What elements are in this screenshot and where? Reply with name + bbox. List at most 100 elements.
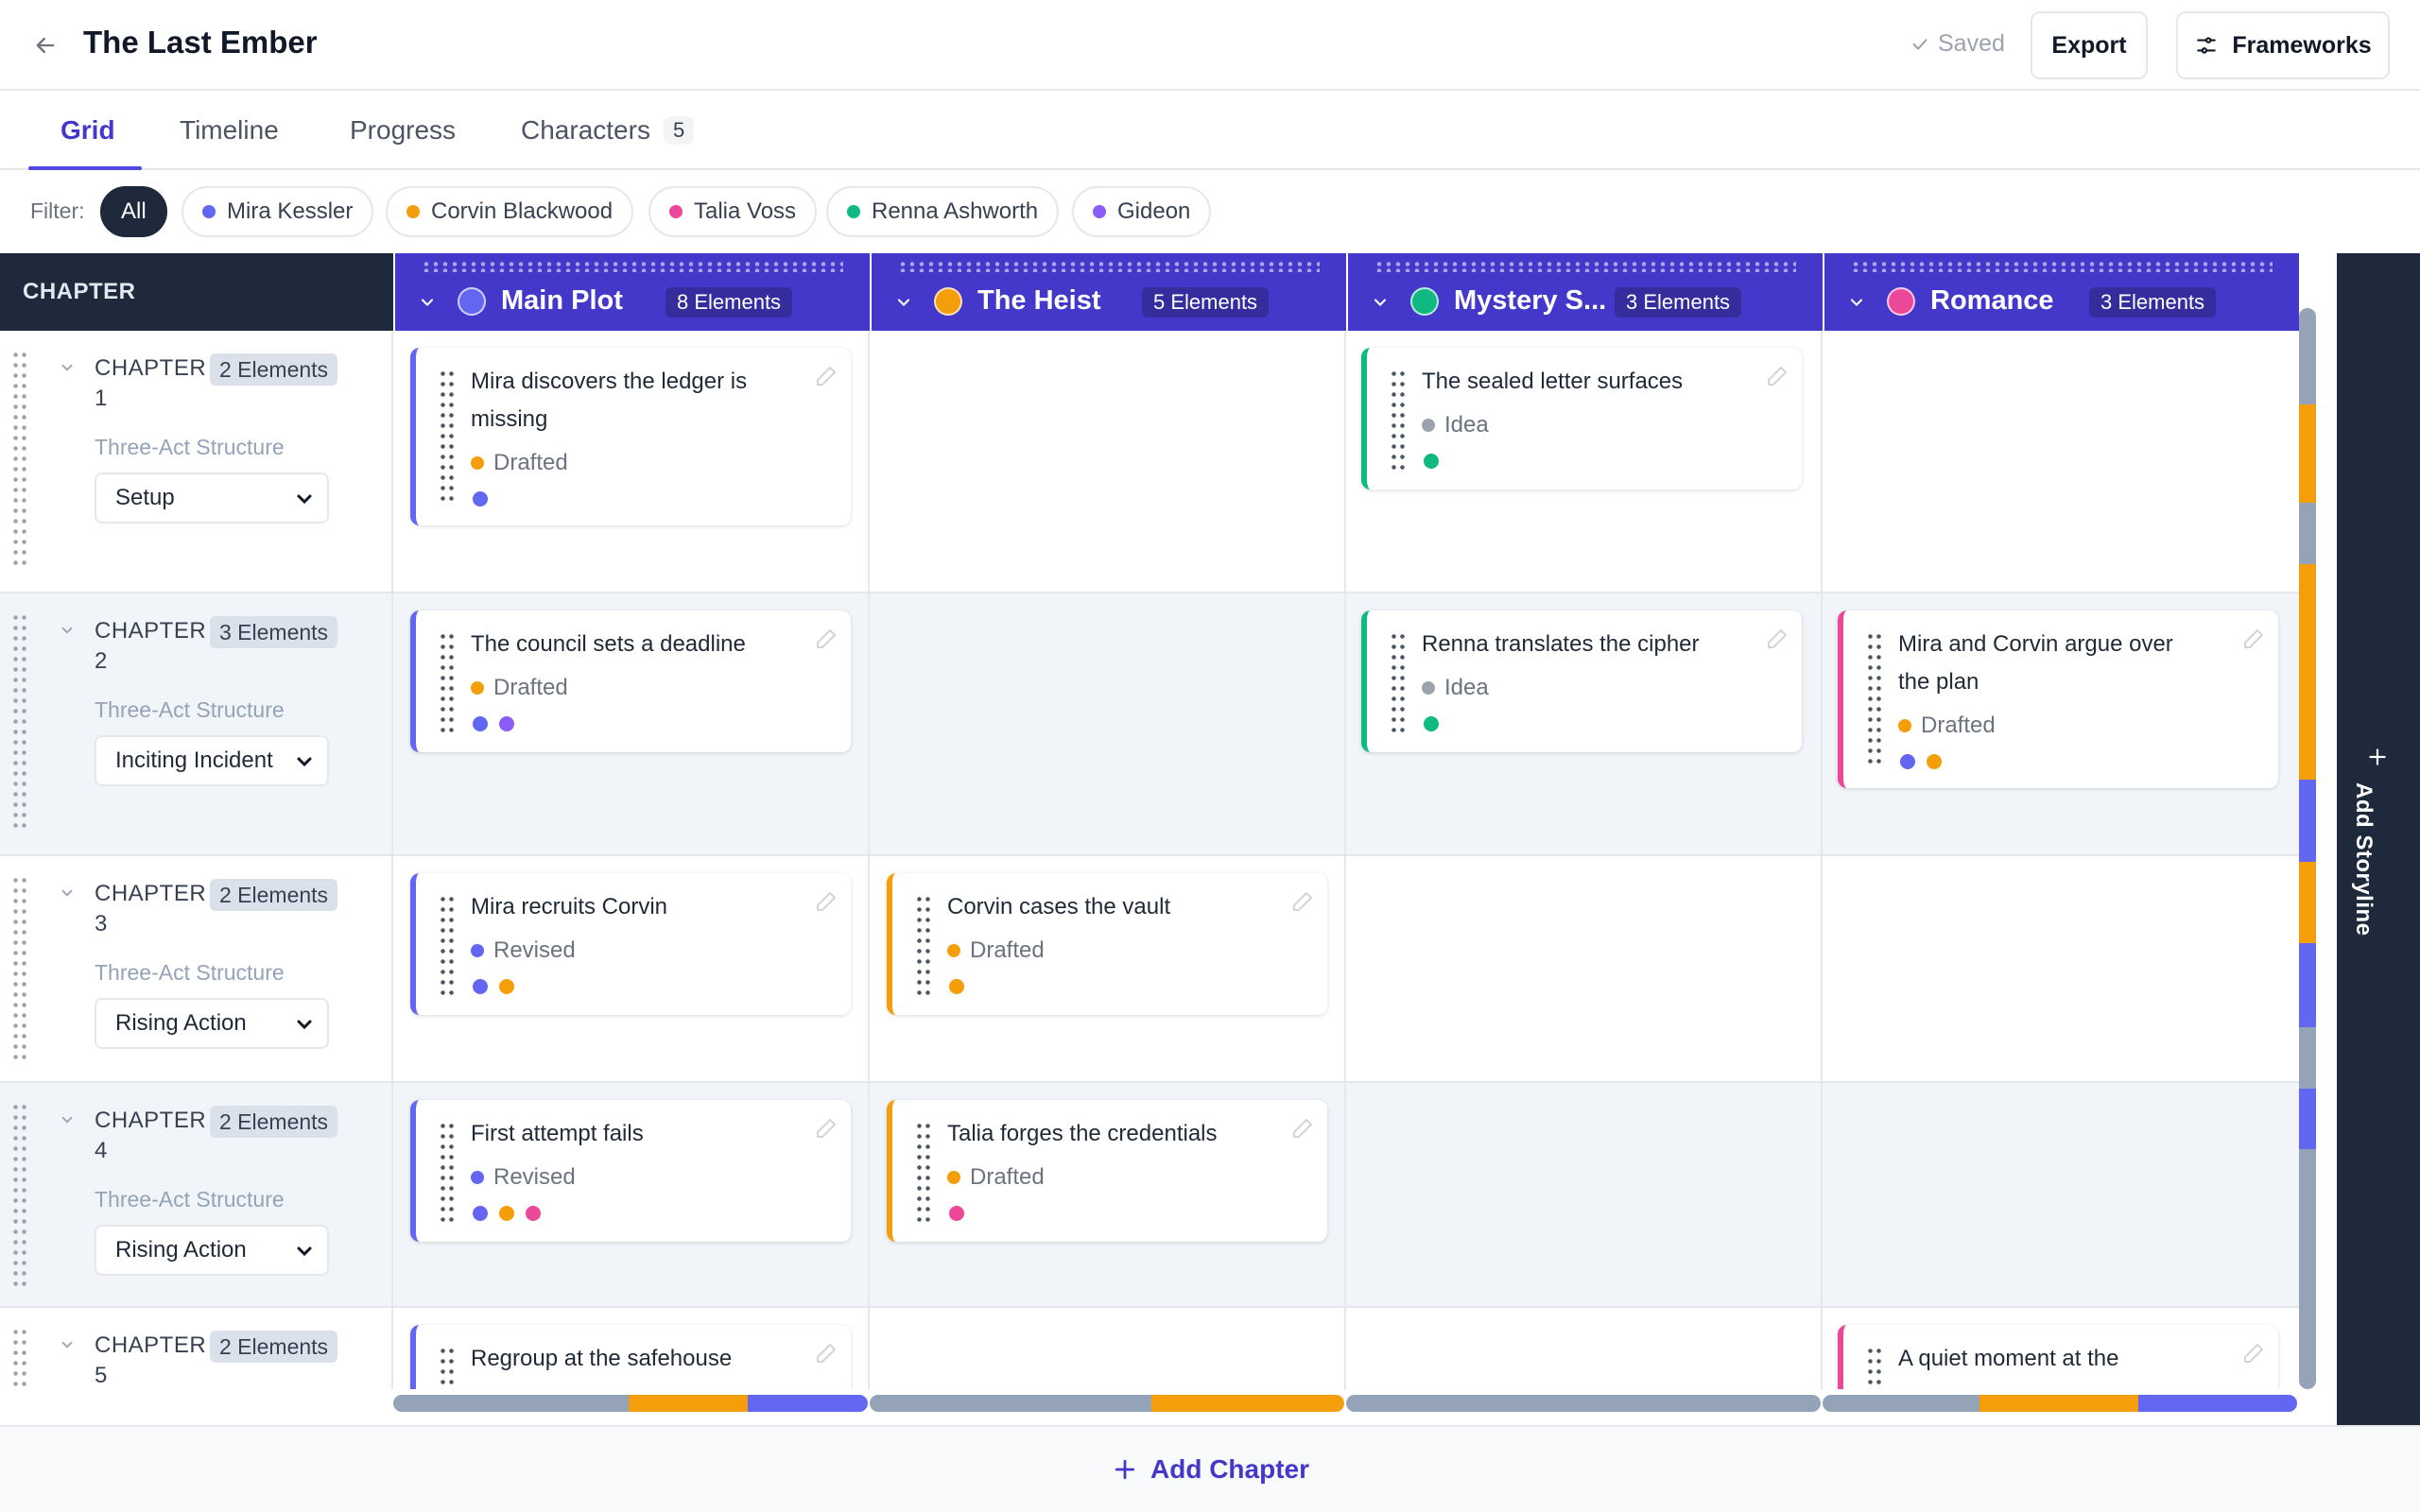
chip-label: Talia Voss	[694, 198, 797, 224]
storyline-header-the-heist[interactable]: The Heist 5 Elements	[872, 253, 1346, 331]
scene-card[interactable]: The council sets a deadline Drafted	[410, 610, 851, 752]
status-dot	[471, 944, 484, 957]
chevron-down-icon[interactable]	[59, 885, 76, 902]
scene-card[interactable]: Corvin cases the vault Drafted	[887, 873, 1327, 1015]
scene-card[interactable]: Renna translates the cipher Idea	[1361, 610, 1802, 752]
horizontal-scrollbar[interactable]	[393, 1395, 868, 1412]
chevron-down-icon[interactable]	[894, 293, 913, 312]
drag-handle[interactable]	[898, 261, 1320, 272]
drag-handle[interactable]	[11, 350, 28, 571]
pencil-icon[interactable]	[1766, 627, 1789, 650]
drag-handle[interactable]	[439, 631, 456, 737]
character-dot	[473, 716, 488, 731]
character-dot	[473, 979, 488, 994]
drag-handle[interactable]	[439, 1346, 456, 1389]
pencil-icon[interactable]	[2242, 1342, 2265, 1365]
filter-chip-renna-ashworth[interactable]: Renna Ashworth	[826, 186, 1060, 237]
status-label: Drafted	[970, 937, 1045, 963]
scene-card[interactable]: A quiet moment at the	[1838, 1325, 2278, 1389]
drag-handle[interactable]	[1866, 1346, 1883, 1389]
pencil-icon[interactable]	[2242, 627, 2265, 650]
tab-timeline[interactable]: Timeline	[180, 91, 279, 170]
drag-handle[interactable]	[11, 875, 28, 1060]
chevron-down-icon[interactable]	[418, 293, 437, 312]
framework-select[interactable]: Setup	[95, 472, 329, 524]
tab-grid[interactable]: Grid	[60, 91, 115, 170]
drag-handle[interactable]	[439, 369, 456, 507]
chevron-down-icon[interactable]	[59, 359, 76, 376]
scene-card[interactable]: Mira recruits Corvin Revised	[410, 873, 851, 1015]
export-button[interactable]: Export	[2031, 11, 2148, 79]
drag-handle[interactable]	[422, 261, 843, 272]
drag-handle[interactable]	[1374, 261, 1796, 272]
pencil-icon[interactable]	[815, 1342, 838, 1365]
framework-select[interactable]: Rising Action	[95, 998, 329, 1049]
drag-handle[interactable]	[439, 894, 456, 1000]
storyline-name: The Heist	[977, 285, 1101, 316]
project-title: The Last Ember	[83, 25, 318, 60]
column-divider	[868, 331, 870, 592]
saved-label: Saved	[1938, 30, 2005, 57]
vertical-scrollbar[interactable]	[2299, 308, 2316, 1389]
drag-handle[interactable]	[1390, 631, 1407, 737]
scene-card[interactable]: Mira discovers the ledger is missing Dra…	[410, 348, 851, 525]
filter-chip-all[interactable]: All	[100, 186, 167, 237]
pencil-icon[interactable]	[815, 627, 838, 650]
character-dots	[949, 1206, 964, 1221]
drag-handle[interactable]	[1851, 261, 2273, 272]
filter-chip-mira-kessler[interactable]: Mira Kessler	[182, 186, 374, 237]
tab-progress[interactable]: Progress	[350, 91, 456, 170]
filter-chip-talia-voss[interactable]: Talia Voss	[648, 186, 818, 237]
character-dots	[473, 716, 514, 731]
scene-card[interactable]: Mira and Corvin argue over the plan Draf…	[1838, 610, 2278, 788]
chevron-down-icon[interactable]	[1847, 293, 1866, 312]
chevron-down-icon[interactable]	[59, 1111, 76, 1128]
pencil-icon[interactable]	[815, 365, 838, 387]
add-storyline-button[interactable]: Add Storyline	[2337, 253, 2420, 1425]
back-button[interactable]	[25, 26, 66, 64]
filter-chip-gideon[interactable]: Gideon	[1072, 186, 1212, 237]
filter-chip-corvin-blackwood[interactable]: Corvin Blackwood	[386, 186, 634, 237]
pencil-icon[interactable]	[1291, 890, 1314, 913]
add-chapter-button[interactable]: Add Chapter	[0, 1425, 2420, 1512]
scene-card[interactable]: The sealed letter surfaces Idea	[1361, 348, 1802, 490]
drag-handle[interactable]	[439, 1121, 456, 1227]
drag-handle[interactable]	[11, 612, 28, 833]
horizontal-scrollbar[interactable]	[1346, 1395, 1821, 1412]
scene-card[interactable]: First attempt fails Revised	[410, 1100, 851, 1242]
horizontal-scrollbar[interactable]	[870, 1395, 1344, 1412]
horizontal-scrollbar[interactable]	[1823, 1395, 2297, 1412]
chevron-down-icon[interactable]	[59, 1336, 76, 1353]
status-label: Drafted	[493, 450, 568, 475]
drag-handle[interactable]	[915, 894, 932, 1000]
scene-card[interactable]: Regroup at the safehouse	[410, 1325, 851, 1389]
tab-timeline-label: Timeline	[180, 115, 279, 145]
drag-handle[interactable]	[1390, 369, 1407, 474]
chevron-down-icon[interactable]	[1371, 293, 1390, 312]
chapter-row: CHAPTER 3 2 Elements Three-Act Structure…	[0, 856, 2299, 1083]
drag-handle[interactable]	[11, 1327, 28, 1389]
framework-select[interactable]: Rising Action	[95, 1225, 329, 1276]
drag-handle[interactable]	[915, 1121, 932, 1227]
top-bar: The Last Ember Saved Export Frameworks	[0, 0, 2420, 91]
add-chapter-label: Add Chapter	[1150, 1454, 1309, 1484]
status-label: Drafted	[493, 675, 568, 700]
pencil-icon[interactable]	[1766, 365, 1789, 387]
tab-characters[interactable]: Characters 5	[521, 91, 695, 170]
drag-handle[interactable]	[11, 1102, 28, 1287]
chevron-down-icon[interactable]	[59, 622, 76, 639]
storyline-header-mystery[interactable]: Mystery S... 3 Elements	[1348, 253, 1823, 331]
character-dot	[499, 716, 514, 731]
chapter-count-badge: 2 Elements	[210, 353, 338, 386]
framework-select[interactable]: Inciting Incident	[95, 735, 329, 786]
column-divider	[1821, 1083, 1823, 1306]
check-icon	[1912, 38, 1927, 50]
pencil-icon[interactable]	[815, 1117, 838, 1140]
pencil-icon[interactable]	[1291, 1117, 1314, 1140]
frameworks-button[interactable]: Frameworks	[2176, 11, 2390, 79]
scene-card[interactable]: Talia forges the credentials Drafted	[887, 1100, 1327, 1242]
storyline-header-romance[interactable]: Romance 3 Elements	[1824, 253, 2299, 331]
drag-handle[interactable]	[1866, 631, 1883, 769]
pencil-icon[interactable]	[815, 890, 838, 913]
storyline-header-main-plot[interactable]: Main Plot 8 Elements	[395, 253, 870, 331]
